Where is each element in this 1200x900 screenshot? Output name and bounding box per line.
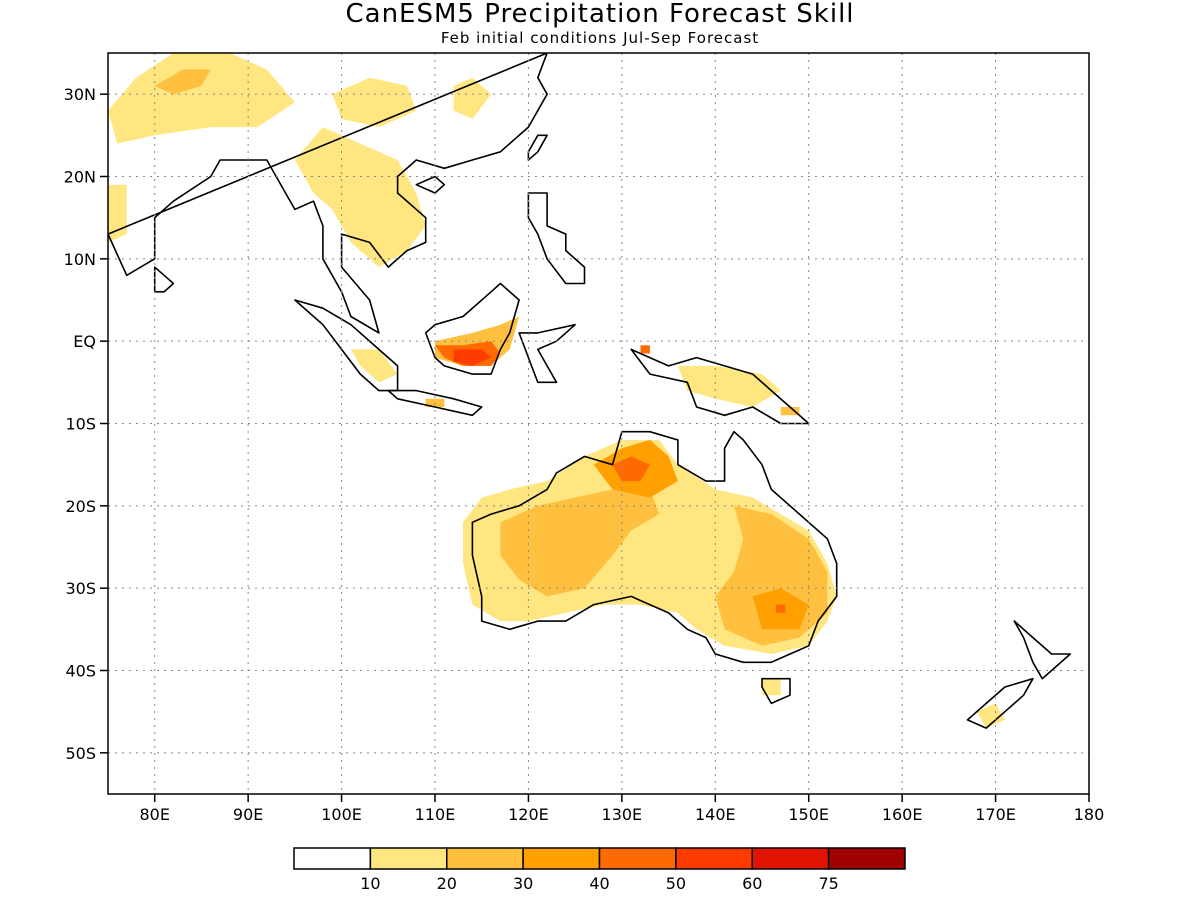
skill-region-australia-central <box>500 489 660 597</box>
skill-region-png-east <box>780 407 800 416</box>
lon-tick-label: 160E <box>882 805 923 824</box>
coastline-tasmania <box>761 677 791 705</box>
map-title: CanESM5 Precipitation Forecast Skill <box>345 0 855 29</box>
skill-region-java-south <box>425 398 445 407</box>
skill-region-australia-se-spot <box>776 604 786 613</box>
lon-tick-label: 150E <box>788 805 829 824</box>
map-subtitle: Feb initial conditions Jul-Sep Forecast <box>440 29 760 47</box>
coastline-borneo <box>424 282 520 375</box>
colorbar-label: 75 <box>818 874 838 893</box>
colorbar-label: 20 <box>437 874 457 893</box>
coastline-new-zealand-south <box>966 677 1034 729</box>
lat-tick-label: 20N <box>64 168 96 187</box>
lon-tick-label: 100E <box>321 805 362 824</box>
coastline-taiwan <box>527 134 548 161</box>
skill-region-south-asia-core <box>154 69 211 95</box>
lat-tick-label: EQ <box>73 332 96 351</box>
colorbar-swatch <box>827 847 906 870</box>
coastline-new-zealand-north <box>1013 620 1072 680</box>
colorbar-label: 10 <box>360 874 380 893</box>
skill-region-south-asia-north <box>108 53 295 144</box>
lat-tick-label: 20S <box>65 497 96 516</box>
lon-tick-label: 90E <box>233 805 263 824</box>
coastline-sri-lanka <box>153 266 175 293</box>
lat-tick-label: 30N <box>64 85 96 104</box>
colorbar-label: 50 <box>666 874 686 893</box>
skill-region-new-guinea <box>677 365 781 407</box>
skill-region-indochina <box>294 127 426 268</box>
colorbar-swatch <box>369 847 448 870</box>
lon-tick-label: 80E <box>139 805 169 824</box>
lon-tick-label: 180 <box>1074 805 1105 824</box>
lon-tick-label: 130E <box>602 805 643 824</box>
coastline-sulawesi <box>518 323 576 384</box>
colorbar-swatch <box>751 847 830 870</box>
coastline-java <box>387 389 483 417</box>
colorbar-swatch <box>446 847 524 870</box>
colorbar-label: 30 <box>513 874 533 893</box>
lon-tick-label: 110E <box>415 805 456 824</box>
colorbar-label: 40 <box>589 874 609 893</box>
lon-tick-label: 170E <box>975 805 1016 824</box>
colorbar-label: 60 <box>742 874 762 893</box>
lat-tick-label: 50S <box>65 744 96 763</box>
lat-tick-label: 10N <box>64 250 96 269</box>
skill-region-sumatra-java <box>350 349 398 383</box>
lon-tick-label: 120E <box>508 805 549 824</box>
lon-tick-label: 140E <box>695 805 736 824</box>
skill-region-china-south <box>332 77 417 128</box>
colorbar-swatch <box>522 847 601 870</box>
skill-region-borneo-hot <box>453 349 492 366</box>
skill-region-new-zealand <box>976 703 1005 729</box>
skill-region-tasmania <box>762 678 781 696</box>
colorbar-swatch <box>675 847 753 870</box>
coastline-philippines <box>527 192 586 285</box>
lat-tick-label: 10S <box>65 415 96 434</box>
colorbar-swatch <box>293 847 372 870</box>
lat-tick-label: 40S <box>65 662 96 681</box>
coastline-australia <box>471 430 838 664</box>
skill-region-halmahera <box>640 345 650 354</box>
coastline-hainan <box>415 175 446 194</box>
colorbar-swatch <box>598 847 677 870</box>
lat-tick-label: 30S <box>65 579 96 598</box>
coastline-asia-mainland <box>108 53 548 334</box>
